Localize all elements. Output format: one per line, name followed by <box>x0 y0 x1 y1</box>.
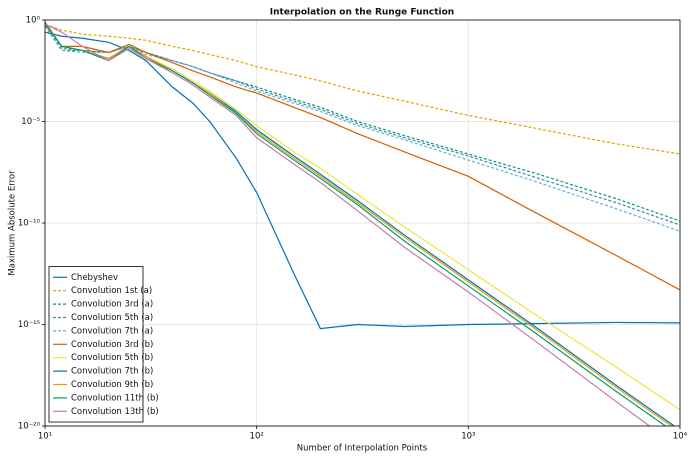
legend-label: Convolution 9th (b) <box>71 380 153 390</box>
x-tick-label: 10¹ <box>38 432 52 442</box>
legend-label: Convolution 5th (b) <box>71 353 153 363</box>
legend: Chebyshev Convolution 1st (a) Convolution … <box>48 266 159 423</box>
y-tick-label: 10⁻⁵ <box>21 117 40 127</box>
y-tick-label: 10⁻¹⁵ <box>18 320 40 330</box>
y-tick-label: 10⁻¹⁰ <box>18 219 41 229</box>
legend-label: Convolution 3rd (a) <box>71 300 153 310</box>
x-tick-label: 10⁴ <box>673 432 688 442</box>
x-axis-label: Number of Interpolation Points <box>297 444 428 454</box>
legend-label: Convolution 11th (b) <box>71 393 159 403</box>
chart-title: Interpolation on the Runge Function <box>270 8 454 18</box>
legend-label: Convolution 7th (a) <box>71 326 153 336</box>
legend-label: Convolution 3rd (b) <box>71 340 153 350</box>
series-line <box>45 31 680 330</box>
x-tick-label: 10² <box>250 432 264 442</box>
legend-label: Convolution 7th (b) <box>71 367 153 377</box>
series-line <box>45 23 651 426</box>
legend-label: Convolution 5th (a) <box>71 313 153 323</box>
series-line <box>45 23 680 155</box>
legend-label: Convolution 1st (a) <box>71 286 152 296</box>
x-tick-label: 10³ <box>461 432 475 442</box>
y-tick-label: 10⁰ <box>26 16 41 26</box>
y-tick-label: 10⁻²⁰ <box>18 422 41 432</box>
lines <box>45 21 680 426</box>
series-line <box>45 21 680 291</box>
y-axis-label: Maximum Absolute Error <box>8 170 18 276</box>
legend-label: Chebyshev <box>71 273 118 283</box>
axes: 10¹ 10² 10³ 10⁴ 10⁰ 10⁻⁵ 10⁻¹⁰ 10⁻¹⁵ 10⁻²⁰ <box>18 16 688 442</box>
legend-label: Convolution 13th (b) <box>71 407 159 417</box>
